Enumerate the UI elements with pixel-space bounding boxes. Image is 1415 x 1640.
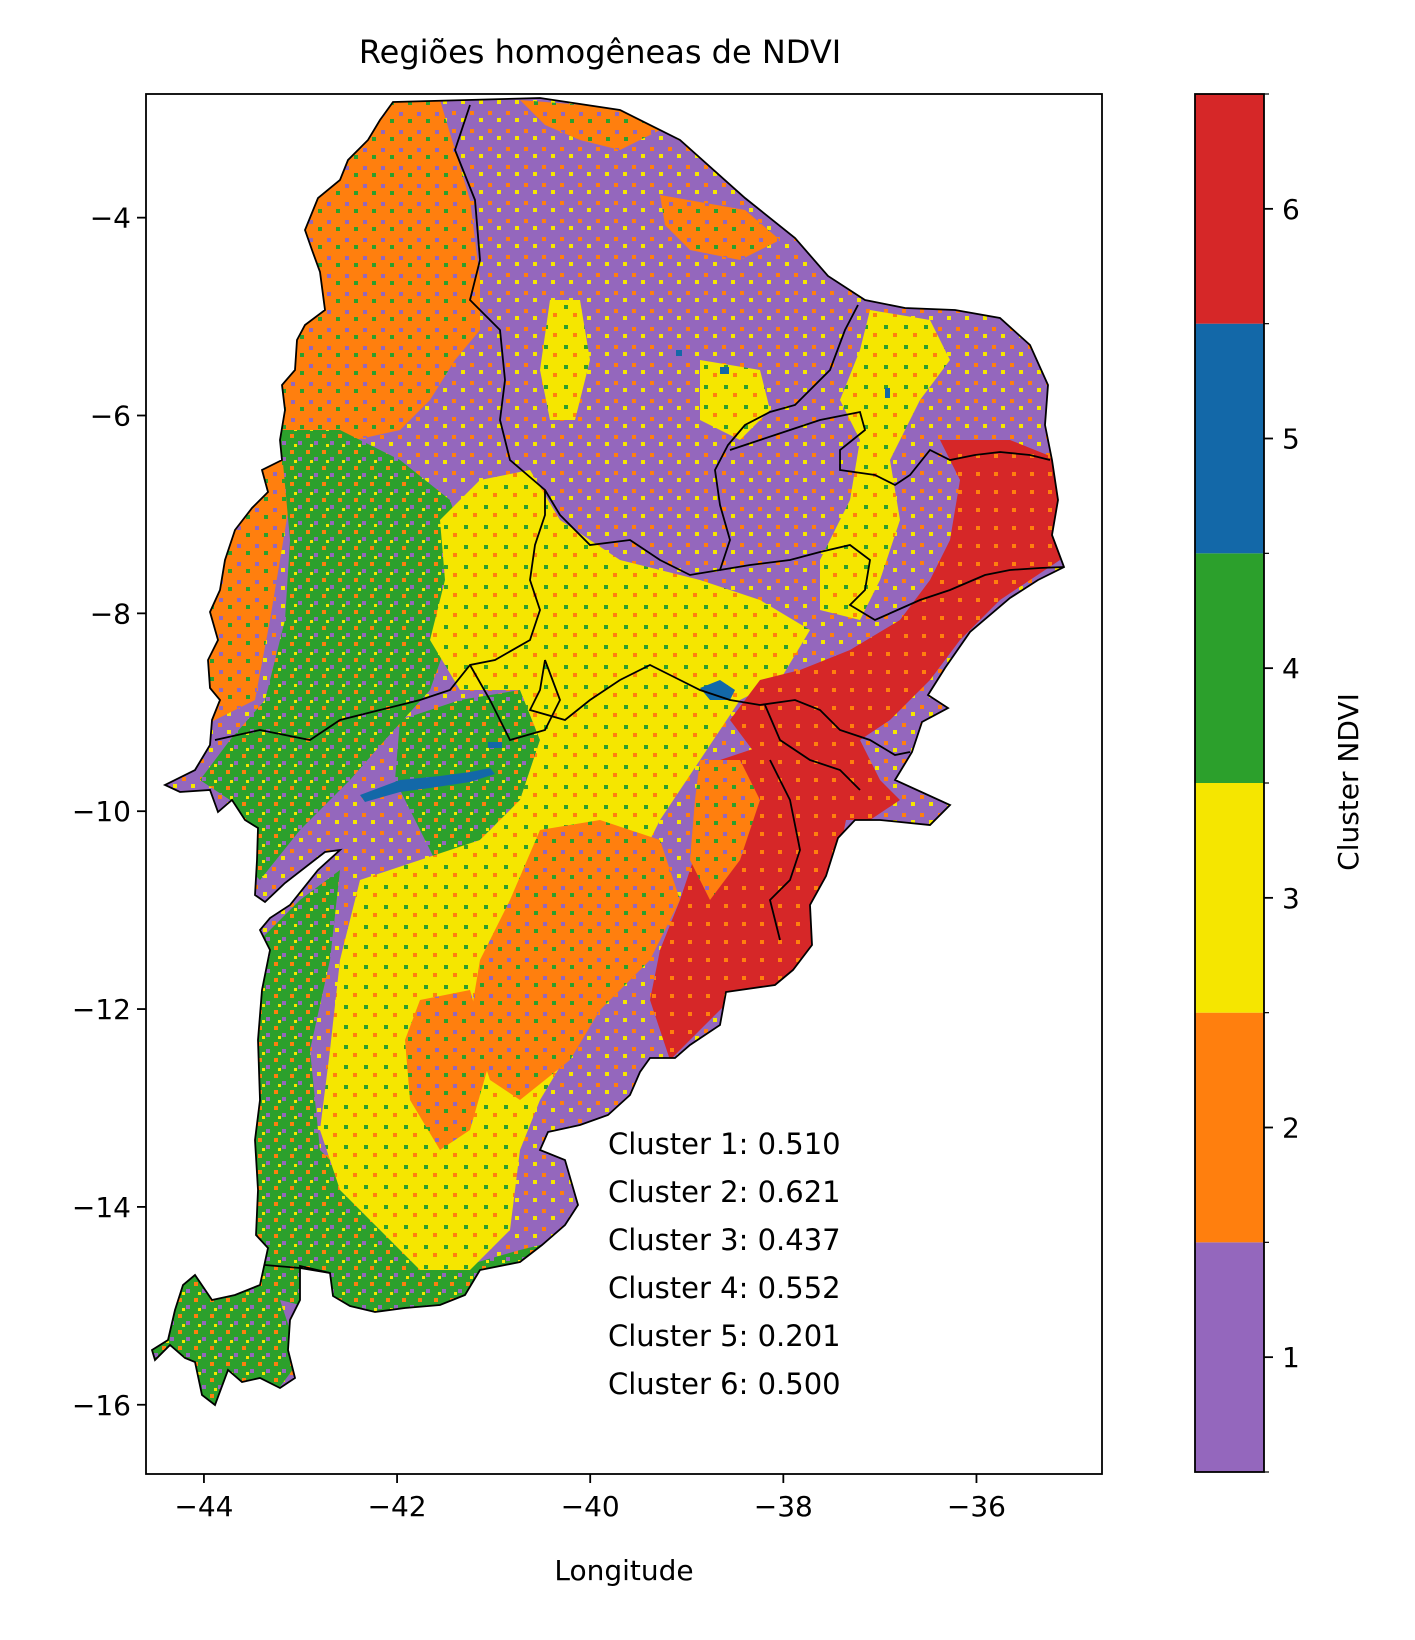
cluster-2-region-south xyxy=(470,820,680,1100)
colorbar-tick-label: 6 xyxy=(1282,193,1300,226)
cluster-2-region-south2 xyxy=(405,990,490,1150)
y-tick-label: −16 xyxy=(72,1389,131,1422)
cluster-5-patch-lake xyxy=(700,680,735,700)
colorbar-tick-label: 5 xyxy=(1282,423,1300,456)
cluster-6-region-south xyxy=(650,740,850,1060)
border-pb-pe xyxy=(719,544,1065,622)
annotation-line: Cluster 5: 0.201 xyxy=(608,1319,841,1353)
colorbar-tick-label: 4 xyxy=(1282,652,1300,685)
boundaries xyxy=(150,97,1066,1407)
colorbar-segment-4 xyxy=(1195,553,1264,783)
y-tick-label: −4 xyxy=(90,202,131,235)
cluster-5-patch-d xyxy=(488,742,502,748)
annotation-line: Cluster 3: 0.437 xyxy=(608,1223,841,1257)
plot-frame xyxy=(145,93,1103,1475)
cluster-3-region-east xyxy=(820,310,950,620)
colorbar: 1 2 3 4 5 6 xyxy=(1194,93,1300,1473)
cluster-2-region-ne xyxy=(660,195,780,260)
border-pe-ba xyxy=(528,659,911,756)
cluster-5-patch-c xyxy=(885,388,890,398)
border-ce-rn-pb xyxy=(729,410,1051,487)
y-tick-label: −12 xyxy=(72,993,131,1026)
cluster-2-region-se xyxy=(690,760,760,900)
colorbar-label: Cluster NDVI xyxy=(1332,693,1365,871)
cluster-annotation: Cluster 1: 0.510 Cluster 2: 0.621 Cluste… xyxy=(608,1127,841,1401)
border-ma-pi xyxy=(214,104,546,741)
colorbar-segment-2 xyxy=(1195,1012,1264,1243)
x-tick-label: −36 xyxy=(947,1490,1006,1523)
y-axis: −4 −6 −8 −10 −12 −14 −16 xyxy=(72,202,146,1422)
border-ba-mg xyxy=(264,1264,331,1274)
cluster-5-patch-b xyxy=(676,350,682,356)
x-tick-label: −42 xyxy=(368,1490,427,1523)
colorbar-segment-5 xyxy=(1195,323,1264,554)
cluster-6-region-east xyxy=(730,440,1060,820)
annotation-line: Cluster 1: 0.510 xyxy=(608,1127,841,1161)
colorbar-segment-1 xyxy=(1195,1242,1264,1472)
cluster-5-patch-river xyxy=(360,768,495,802)
cluster-3-region-mid xyxy=(700,360,770,440)
x-tick-label: −44 xyxy=(174,1490,233,1523)
border-pe-al xyxy=(764,704,861,791)
x-axis-label: Longitude xyxy=(554,1554,693,1587)
colorbar-tick-label: 2 xyxy=(1282,1112,1300,1145)
border-pi-ce xyxy=(544,304,859,576)
x-tick-label: −40 xyxy=(561,1490,620,1523)
x-tick-label: −38 xyxy=(754,1490,813,1523)
colorbar-segment-6 xyxy=(1195,94,1264,324)
colorbar-segment-3 xyxy=(1195,783,1264,1013)
x-axis: −44 −42 −40 −38 −36 xyxy=(174,1474,1006,1523)
y-tick-label: −6 xyxy=(90,400,131,433)
cluster-4-region-west xyxy=(200,430,470,880)
y-tick-label: −10 xyxy=(72,795,131,828)
colorbar-tick-label: 3 xyxy=(1282,882,1300,915)
border-pi-ba xyxy=(469,659,561,742)
y-tick-label: −14 xyxy=(72,1191,131,1224)
colorbar-tick-label: 1 xyxy=(1282,1341,1300,1374)
annotation-line: Cluster 6: 0.500 xyxy=(608,1367,841,1401)
annotation-line: Cluster 4: 0.552 xyxy=(608,1271,841,1305)
cluster-3-region-north xyxy=(540,300,590,420)
y-tick-label: −8 xyxy=(90,597,131,630)
cluster-5-patch-a xyxy=(720,367,729,374)
border-al-se xyxy=(769,759,801,941)
chart-title: Regiões homogêneas de NDVI xyxy=(359,33,841,71)
region-outline xyxy=(150,97,1066,1407)
annotation-line: Cluster 2: 0.621 xyxy=(608,1175,841,1209)
